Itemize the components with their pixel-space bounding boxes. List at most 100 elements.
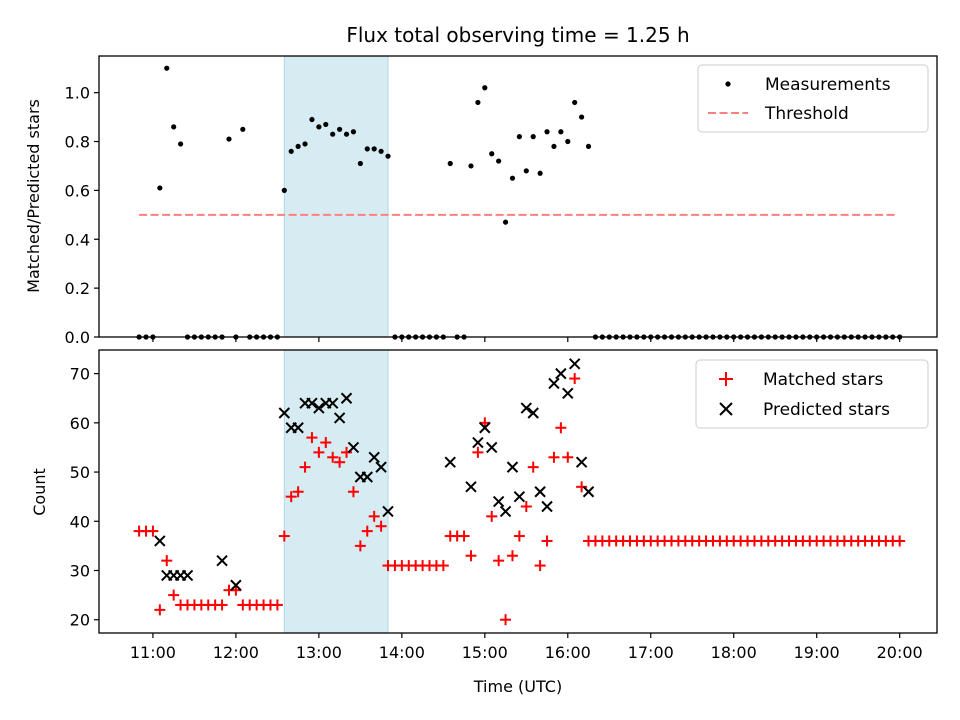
predicted-point	[444, 456, 456, 468]
measurement-point	[350, 129, 357, 135]
top-panel: 0.0 0.2 0.4 0.6 0.8 1.0 Matched/Predicted sta…	[24, 55, 938, 347]
matched-point	[147, 525, 159, 537]
top-highlight-span	[283, 55, 389, 338]
matched-point	[285, 491, 297, 503]
matched-point	[458, 530, 470, 542]
measurement-point	[558, 129, 564, 135]
y-tick-label: 0.8	[65, 133, 90, 152]
predicted-point	[575, 456, 588, 468]
matched-point	[493, 555, 505, 567]
y-tick-label: 50	[70, 463, 90, 482]
predicted-point	[472, 436, 484, 449]
measurement-point	[309, 116, 315, 123]
x-tick-label: 19:00	[794, 643, 840, 662]
predicted-point	[361, 471, 373, 483]
predicted-point	[181, 569, 194, 582]
measurement-point	[537, 170, 543, 176]
matched-point	[271, 599, 283, 611]
matched-point	[486, 510, 498, 522]
top-x-axis-ticks	[152, 337, 901, 342]
measurement-point	[337, 126, 343, 132]
measurement-point	[579, 114, 585, 120]
measurement-point	[378, 148, 384, 154]
matched-point	[347, 486, 359, 498]
matched-point	[334, 456, 346, 468]
matched-point	[894, 535, 906, 547]
predicted-point	[555, 367, 567, 380]
bottom-legend: Matched stars Predicted stars	[695, 359, 929, 429]
matched-point	[320, 437, 332, 449]
measurement-point	[475, 99, 481, 106]
matched-point	[541, 535, 553, 547]
top-legend-box	[697, 64, 929, 133]
measurement-point	[482, 85, 488, 91]
predicted-point	[534, 486, 546, 498]
top-y-axis-ticks: 0.0 0.2 0.4 0.6 0.8 1.0	[65, 84, 99, 347]
y-tick-label: 0.4	[65, 230, 90, 249]
matched-points	[133, 373, 906, 626]
measurement-point	[551, 143, 557, 150]
matched-point	[500, 614, 512, 626]
top-axes-frame	[98, 55, 938, 338]
predicted-points	[154, 358, 595, 591]
matched-point	[341, 446, 353, 458]
predicted-point	[340, 392, 353, 404]
measurement-point	[489, 151, 495, 157]
legend-matched-label: Matched stars	[763, 370, 883, 390]
matched-point	[354, 540, 366, 552]
measurement-point	[509, 175, 516, 181]
x-axis-label: Time (UTC)	[473, 677, 562, 696]
measurement-point	[565, 138, 571, 145]
matched-point	[292, 486, 304, 498]
matched-point	[313, 446, 325, 458]
x-tick-label: 18:00	[711, 643, 757, 662]
matched-point	[513, 530, 525, 542]
predicted-point	[520, 402, 533, 414]
x-tick-label: 20:00	[877, 643, 923, 662]
predicted-point	[368, 451, 380, 464]
x-tick-label: 12:00	[213, 643, 259, 662]
measurement-point	[177, 141, 184, 147]
measurement-point	[323, 121, 329, 128]
measurement-point	[240, 126, 246, 132]
matched-point	[569, 373, 581, 385]
matched-point	[368, 510, 380, 522]
predicted-point	[527, 407, 539, 419]
measurement-point	[447, 160, 453, 167]
bottom-legend-box	[695, 359, 929, 429]
bottom-panel: 20 30 40 50 60 70 11:00 12:00 13:00 14:00 15:00 16…	[30, 349, 938, 696]
measurement-point	[357, 160, 363, 167]
predicted-point	[306, 397, 318, 409]
matched-point	[527, 461, 539, 473]
legend-threshold-label: Threshold	[764, 104, 849, 124]
top-y-axis-label: Matched/Predicted stars	[24, 99, 43, 293]
predicted-point	[479, 422, 491, 434]
predicted-point	[506, 461, 519, 473]
measurement-point	[295, 143, 301, 150]
measurement-point	[316, 124, 322, 130]
measurement-point	[585, 143, 592, 150]
matched-point	[520, 501, 532, 513]
matched-point	[465, 550, 477, 562]
measurement-point	[572, 99, 578, 106]
measurement-point	[516, 134, 522, 140]
predicted-point	[568, 358, 581, 370]
measurement-point	[164, 65, 170, 71]
matched-point	[361, 525, 373, 537]
measurement-point	[281, 187, 287, 193]
x-tick-label: 17:00	[628, 643, 674, 662]
matched-point	[555, 422, 567, 434]
x-tick-label: 14:00	[379, 643, 425, 662]
measurement-point	[330, 131, 336, 137]
predicted-point	[230, 579, 242, 591]
bottom-y-axis-label: Count	[30, 468, 49, 516]
top-legend: Measurements Threshold	[697, 64, 929, 133]
predicted-point	[313, 402, 325, 414]
measurement-point	[157, 185, 163, 191]
predicted-point	[375, 461, 387, 473]
predicted-point	[513, 490, 526, 503]
measurement-point	[502, 219, 509, 225]
predicted-point	[541, 500, 553, 513]
predicted-point	[486, 441, 498, 454]
